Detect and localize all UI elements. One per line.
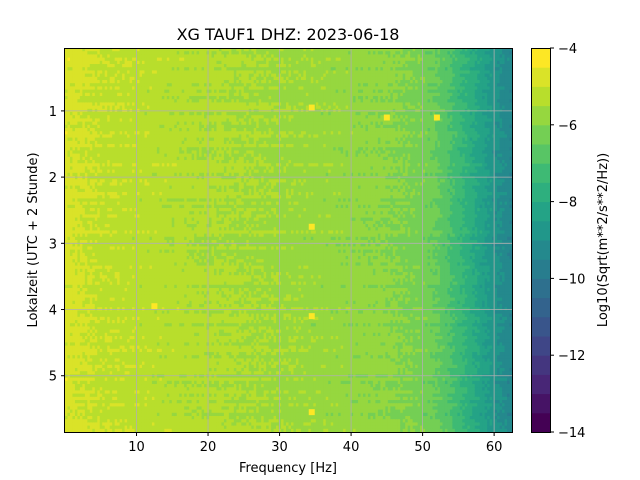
colorbar-segment [532,317,550,337]
y-axis-label: Lokalzeit (UTC + 2 Stunde) [26,152,41,327]
x-axis-label: Frequency [Hz] [239,461,337,476]
colorbar-segment [532,394,550,414]
x-tick-label: 60 [486,440,503,455]
x-tick-label: 30 [271,440,288,455]
bright-spot [309,105,315,111]
x-tick-label: 50 [414,440,431,455]
x-tick-label: 40 [343,440,360,455]
chart-title: XG TAUF1 DHZ: 2023-06-18 [177,25,400,44]
bright-spot [309,313,315,319]
y-tick-label: 5 [49,370,57,385]
colorbar-ticks: −4 −6 −8 −10 −12 −14 [550,42,585,441]
bright-spot [434,115,440,121]
colorbar-segment [532,278,550,298]
colorbar-tick-label: −8 [558,196,577,211]
colorbar-segment [532,67,550,87]
y-tick-label: 3 [49,237,57,252]
colorbar-segment [532,163,550,183]
colorbar-segment [532,144,550,164]
colorbar [532,48,550,433]
colorbar-segment [532,240,550,260]
colorbar-segment [532,202,550,222]
colorbar-segment [532,355,550,375]
y-axis-ticks: 1 2 3 4 5 [49,105,65,385]
colorbar-tick-label: −14 [558,426,585,441]
colorbar-segment [532,221,550,241]
x-tick-label: 10 [128,440,145,455]
colorbar-label: Log10(Sqrt(m**2/s**2/Hz)) [596,153,611,327]
colorbar-segment [532,374,550,394]
colorbar-segment [532,336,550,356]
colorbar-tick-label: −4 [558,42,577,57]
colorbar-segment [532,182,550,202]
bright-spot [151,303,157,309]
x-axis-ticks: 10 20 30 40 50 60 [128,432,502,455]
colorbar-segment [532,86,550,106]
colorbar-segment [532,106,550,126]
y-tick-label: 1 [49,105,57,120]
heatmap [65,48,513,433]
y-tick-label: 4 [49,304,57,319]
bright-spot [309,224,315,230]
colorbar-segment [532,413,550,433]
colorbar-tick-label: −12 [558,349,585,364]
bright-spot [309,409,315,415]
colorbar-tick-label: −10 [558,272,585,287]
colorbar-segment [532,298,550,318]
colorbar-segment [532,125,550,145]
y-tick-label: 2 [49,171,57,186]
bright-spot [384,115,390,121]
colorbar-segment [532,259,550,279]
colorbar-segment [532,48,550,68]
x-tick-label: 20 [200,440,217,455]
colorbar-tick-label: −6 [558,119,577,134]
